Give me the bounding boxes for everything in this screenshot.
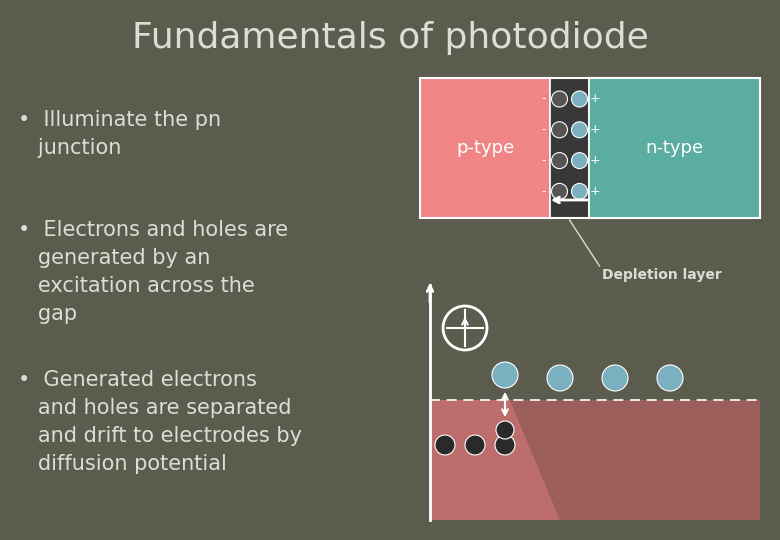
- Circle shape: [496, 421, 514, 439]
- Circle shape: [551, 122, 568, 138]
- Text: +: +: [590, 123, 601, 136]
- Circle shape: [551, 153, 568, 168]
- Bar: [550, 78, 589, 218]
- Text: +: +: [590, 92, 601, 105]
- Circle shape: [572, 153, 587, 168]
- Text: Fundamentals of photodiode: Fundamentals of photodiode: [132, 21, 648, 55]
- Text: -: -: [542, 92, 546, 105]
- Circle shape: [551, 184, 568, 199]
- Polygon shape: [510, 400, 760, 520]
- Text: •  Illuminate the pn
   junction: • Illuminate the pn junction: [18, 110, 221, 158]
- Circle shape: [465, 435, 485, 455]
- Polygon shape: [430, 400, 560, 520]
- Circle shape: [572, 184, 587, 199]
- Circle shape: [435, 435, 455, 455]
- Text: n-type: n-type: [645, 139, 704, 157]
- Text: +: +: [590, 185, 601, 198]
- Text: -: -: [542, 123, 546, 136]
- Bar: [589, 78, 760, 218]
- Bar: [420, 78, 550, 218]
- Bar: [420, 78, 760, 218]
- Circle shape: [492, 362, 518, 388]
- Circle shape: [572, 91, 587, 107]
- Text: p-type: p-type: [456, 139, 514, 157]
- Circle shape: [572, 122, 587, 138]
- Circle shape: [495, 435, 515, 455]
- Circle shape: [547, 365, 573, 391]
- Text: •  Electrons and holes are
   generated by an
   excitation across the
   gap: • Electrons and holes are generated by a…: [18, 220, 288, 324]
- Circle shape: [657, 365, 683, 391]
- Circle shape: [551, 91, 568, 107]
- Text: •  Generated electrons
   and holes are separated
   and drift to electrodes by
: • Generated electrons and holes are sepa…: [18, 370, 302, 474]
- Text: -: -: [542, 154, 546, 167]
- Text: +: +: [590, 154, 601, 167]
- Text: -: -: [542, 185, 546, 198]
- Text: Depletion layer: Depletion layer: [602, 268, 722, 282]
- Circle shape: [602, 365, 628, 391]
